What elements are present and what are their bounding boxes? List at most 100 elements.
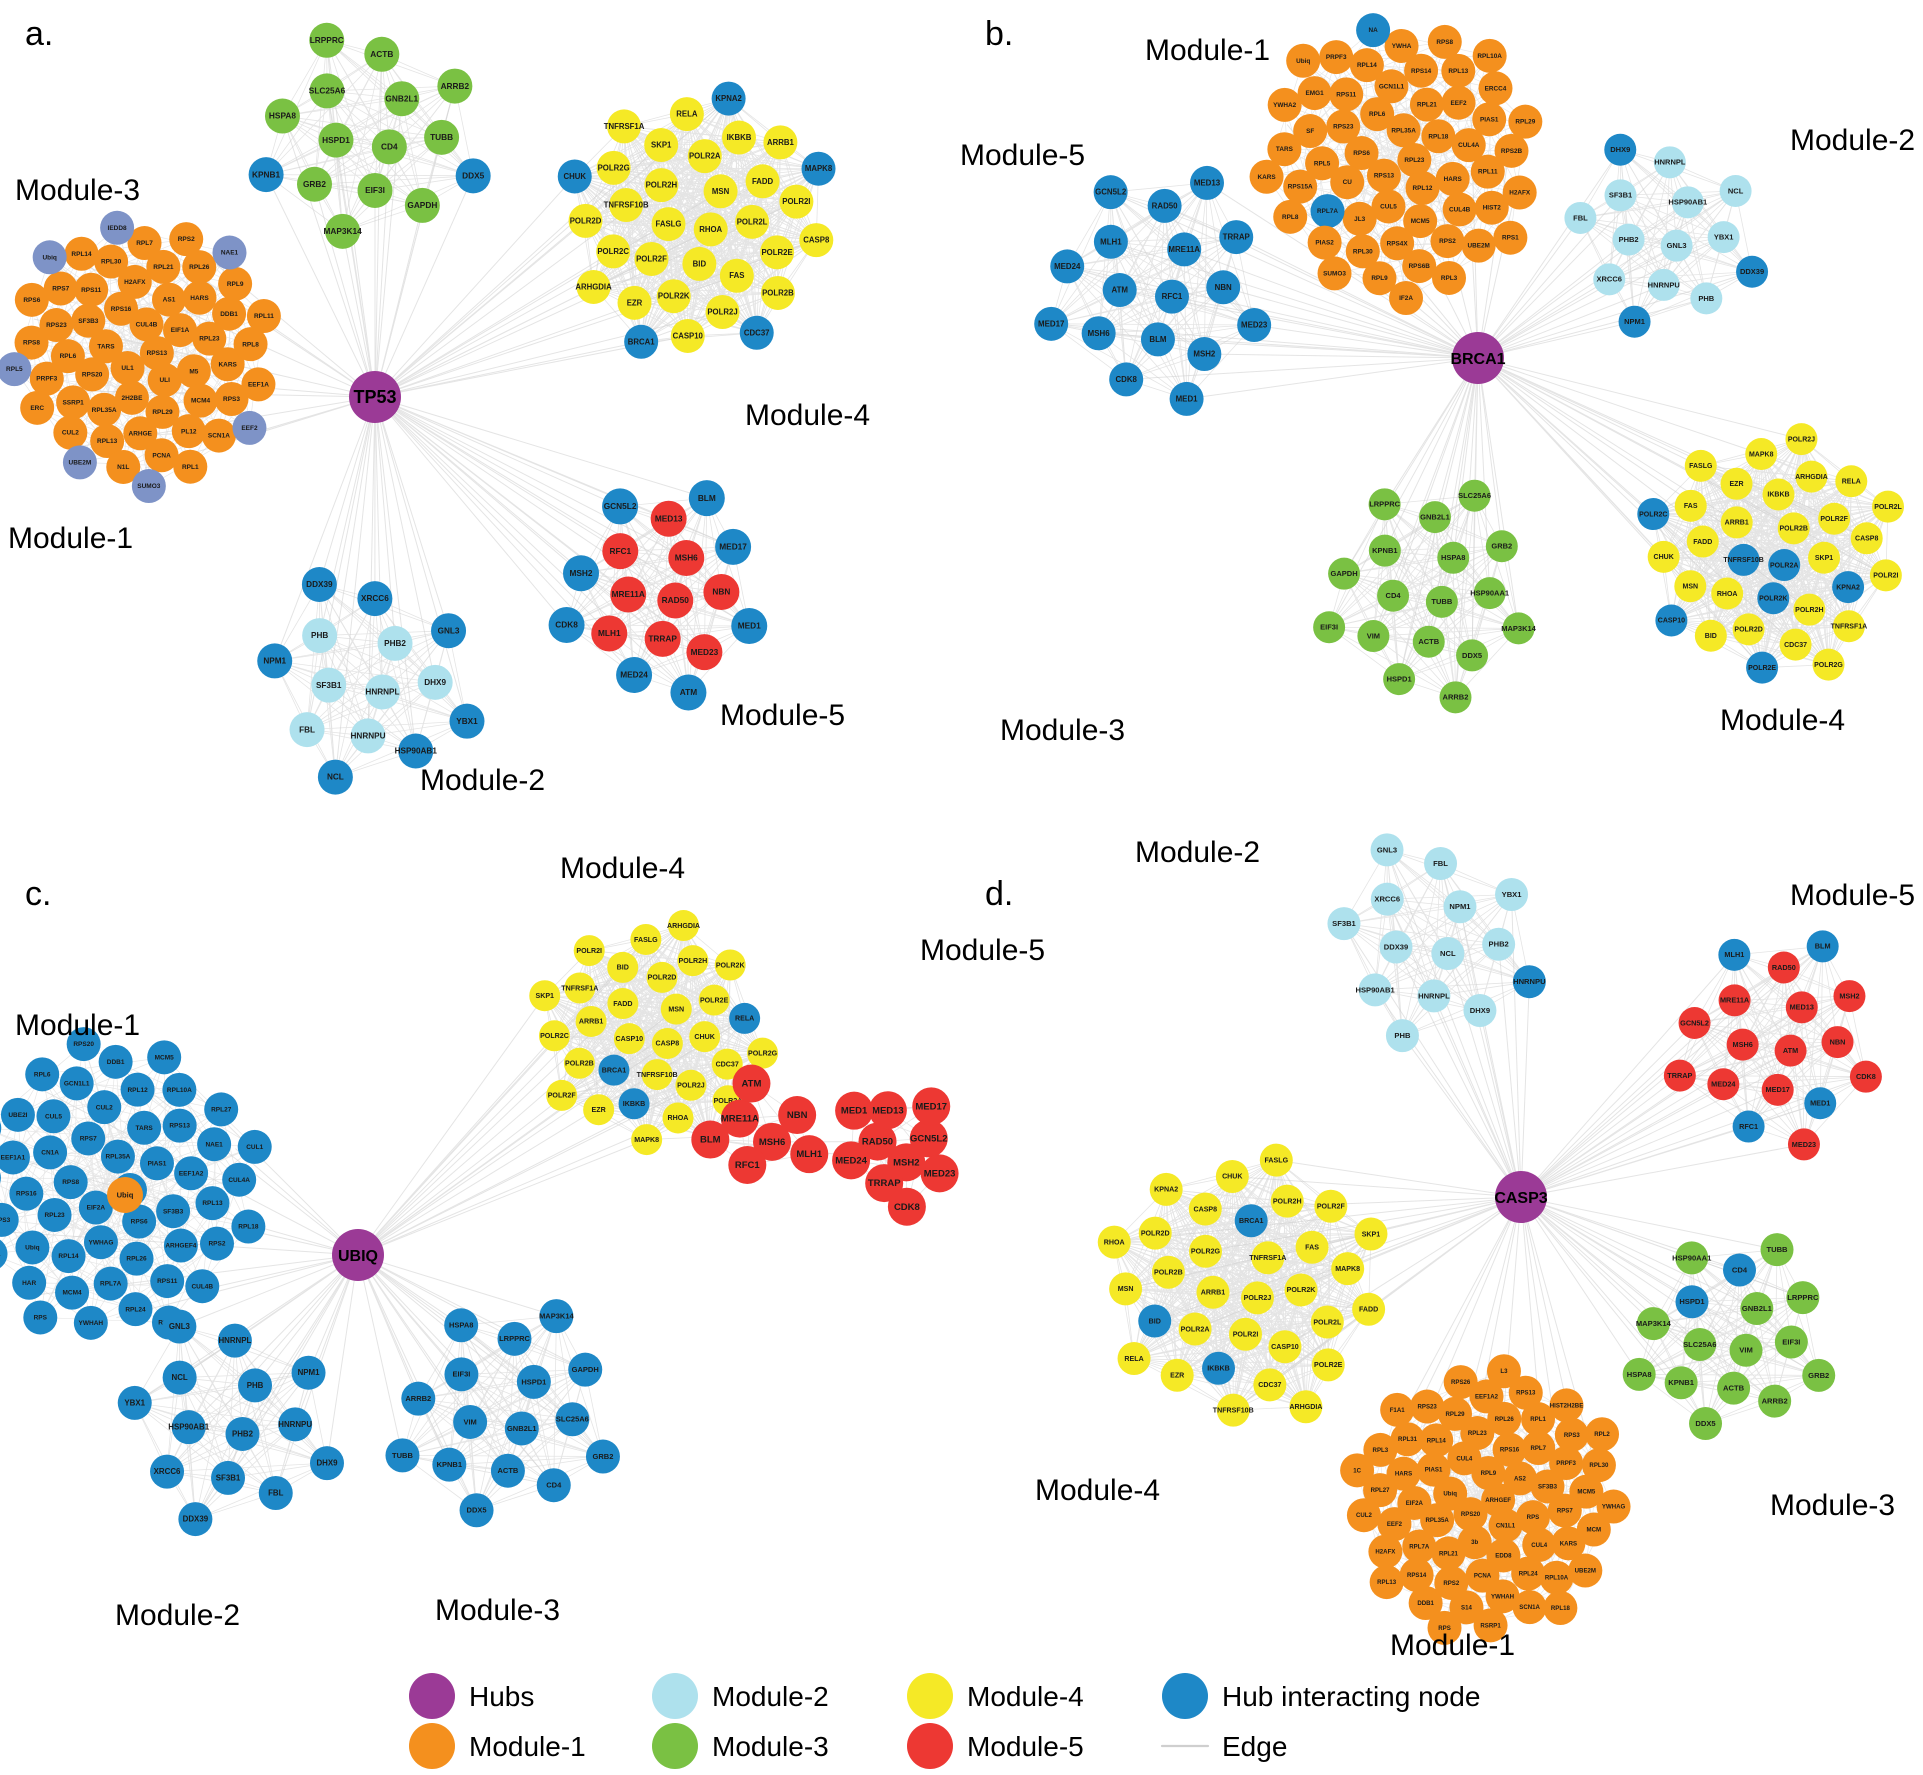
svg-text:RPL23: RPL23 <box>44 1212 65 1219</box>
svg-text:CD4: CD4 <box>381 142 398 152</box>
svg-text:DDX5: DDX5 <box>462 170 485 180</box>
svg-text:MAPK8: MAPK8 <box>634 1136 659 1144</box>
svg-text:POLR2I: POLR2I <box>1233 1331 1259 1339</box>
svg-text:RHOA: RHOA <box>668 1114 689 1122</box>
svg-text:POLR2E: POLR2E <box>1748 665 1776 672</box>
svg-text:RAD50: RAD50 <box>1152 201 1178 210</box>
svg-text:GCN5L2: GCN5L2 <box>1095 188 1127 197</box>
svg-text:SF3B1: SF3B1 <box>316 681 342 690</box>
svg-text:ARRB1: ARRB1 <box>1725 520 1749 527</box>
svg-text:RFC1: RFC1 <box>1162 292 1183 301</box>
svg-text:MED13: MED13 <box>1194 178 1221 187</box>
svg-text:PIAS1: PIAS1 <box>1480 116 1499 123</box>
svg-text:SKP1: SKP1 <box>1815 555 1833 562</box>
svg-text:RPS7: RPS7 <box>52 286 69 293</box>
svg-text:HNRNPL: HNRNPL <box>218 1336 251 1345</box>
svg-text:SLC25A6: SLC25A6 <box>309 86 346 96</box>
svg-text:RAD50: RAD50 <box>862 1137 893 1148</box>
svg-text:BRCA1: BRCA1 <box>628 337 656 346</box>
svg-text:MSH2: MSH2 <box>1193 350 1216 359</box>
svg-text:GAPDH: GAPDH <box>1331 569 1358 578</box>
svg-text:PIAS1: PIAS1 <box>148 1160 167 1167</box>
svg-text:RPL14: RPL14 <box>58 1253 79 1260</box>
svg-text:POLR2D: POLR2D <box>570 216 602 225</box>
svg-text:CASP10: CASP10 <box>1658 618 1685 625</box>
svg-text:MSN: MSN <box>712 187 730 196</box>
svg-text:RPS13: RPS13 <box>169 1123 190 1130</box>
svg-text:RPL8: RPL8 <box>1282 214 1299 221</box>
svg-text:MLH1: MLH1 <box>796 1149 823 1160</box>
svg-text:TUBB: TUBB <box>430 132 453 142</box>
svg-text:FBL: FBL <box>299 725 315 734</box>
svg-text:TNFRSF10B: TNFRSF10B <box>637 1071 678 1079</box>
svg-text:RPS20: RPS20 <box>82 371 103 378</box>
svg-text:RPL3: RPL3 <box>1441 275 1458 282</box>
svg-text:MED13: MED13 <box>655 513 683 523</box>
svg-text:KPNA2: KPNA2 <box>715 94 742 103</box>
svg-text:KPNA2: KPNA2 <box>1836 584 1860 591</box>
svg-text:TUBB: TUBB <box>1431 597 1452 606</box>
svg-text:MED24: MED24 <box>1711 1080 1736 1089</box>
svg-text:CUL5: CUL5 <box>45 1113 62 1120</box>
svg-text:RPS23: RPS23 <box>46 322 67 329</box>
svg-text:TRRAP: TRRAP <box>1223 233 1250 242</box>
svg-text:IEDD8: IEDD8 <box>108 225 128 232</box>
svg-text:SCN1A: SCN1A <box>208 433 230 440</box>
svg-text:TARS: TARS <box>136 1125 154 1132</box>
svg-text:PHB: PHB <box>247 1381 264 1390</box>
svg-text:MLH1: MLH1 <box>1100 237 1122 246</box>
svg-text:CDK8: CDK8 <box>894 1202 920 1213</box>
svg-text:MRE11A: MRE11A <box>612 589 645 599</box>
svg-text:BRCA1: BRCA1 <box>1239 1217 1263 1225</box>
svg-text:MED17: MED17 <box>1038 319 1065 328</box>
svg-text:BID: BID <box>693 259 707 268</box>
svg-text:MAP3K14: MAP3K14 <box>323 226 362 236</box>
svg-text:BRCA1: BRCA1 <box>1450 351 1505 368</box>
svg-text:CASP10: CASP10 <box>673 331 704 340</box>
svg-text:RPL8: RPL8 <box>242 341 259 348</box>
svg-text:RPL7A: RPL7A <box>1317 208 1338 215</box>
svg-text:XRCC6: XRCC6 <box>1374 895 1400 904</box>
svg-text:ARRB1: ARRB1 <box>579 1018 603 1026</box>
svg-text:GRB2: GRB2 <box>303 179 326 189</box>
svg-text:RPL23: RPL23 <box>199 336 220 343</box>
svg-text:YWHA2: YWHA2 <box>1273 102 1297 109</box>
svg-text:MED1: MED1 <box>841 1106 868 1117</box>
svg-text:RPS8: RPS8 <box>1436 39 1453 46</box>
svg-text:Module-1: Module-1 <box>1145 34 1270 67</box>
svg-text:MED24: MED24 <box>620 670 648 680</box>
svg-text:BLM: BLM <box>698 493 716 503</box>
svg-text:CDK8: CDK8 <box>1115 375 1137 384</box>
svg-text:POLR2E: POLR2E <box>700 996 729 1004</box>
svg-text:FADD: FADD <box>1693 539 1712 546</box>
svg-text:TRRAP: TRRAP <box>868 1178 901 1189</box>
svg-text:YBX1: YBX1 <box>1714 232 1734 241</box>
svg-text:RPL24: RPL24 <box>125 1306 146 1313</box>
svg-text:MSN: MSN <box>668 1005 684 1013</box>
svg-text:CASP10: CASP10 <box>1271 1343 1299 1351</box>
svg-text:HSP90AB1: HSP90AB1 <box>1355 985 1395 994</box>
svg-text:RPL30: RPL30 <box>1353 248 1373 255</box>
svg-text:CUL4B: CUL4B <box>1449 206 1471 213</box>
svg-text:SF3B1: SF3B1 <box>1609 191 1632 200</box>
svg-text:EIF3I: EIF3I <box>1320 623 1338 632</box>
svg-text:CUL2: CUL2 <box>96 1104 113 1111</box>
svg-text:RAD50: RAD50 <box>1772 963 1796 972</box>
svg-text:PIAS2: PIAS2 <box>1315 240 1334 247</box>
svg-text:KPNB1: KPNB1 <box>1372 546 1397 555</box>
svg-text:FADD: FADD <box>752 177 774 186</box>
svg-text:HSP90AB1: HSP90AB1 <box>1668 198 1707 207</box>
svg-text:CHUK: CHUK <box>563 172 586 181</box>
svg-text:RELA: RELA <box>1842 479 1861 486</box>
svg-text:IKBKB: IKBKB <box>727 133 752 142</box>
svg-text:PHB: PHB <box>311 631 328 640</box>
svg-text:POLR2C: POLR2C <box>597 247 629 256</box>
svg-text:MED17: MED17 <box>915 1101 947 1112</box>
svg-text:CUL1: CUL1 <box>246 1144 263 1151</box>
svg-text:ULI: ULI <box>159 377 170 384</box>
svg-text:Ubiq: Ubiq <box>42 254 56 261</box>
svg-text:RFC1: RFC1 <box>1739 1122 1758 1131</box>
svg-text:POLR2G: POLR2G <box>1814 662 1843 669</box>
svg-text:CASP8: CASP8 <box>1855 536 1878 543</box>
svg-text:SF: SF <box>1306 128 1314 135</box>
